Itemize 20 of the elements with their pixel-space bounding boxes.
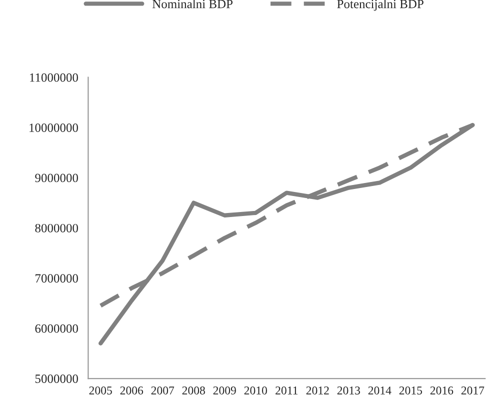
x-tick-label: 2015 <box>399 386 422 394</box>
x-tick-label: 2012 <box>306 386 329 394</box>
x-tick-label: 2011 <box>276 386 298 394</box>
y-tick-label: 6000000 <box>35 324 78 333</box>
y-tick-label: 11000000 <box>30 73 78 82</box>
y-tick-label: 10000000 <box>30 124 78 132</box>
x-tick-label: 2005 <box>89 386 112 394</box>
x-tick-label: 2009 <box>213 386 236 394</box>
x-tick-label: 2013 <box>337 386 360 394</box>
x-tick-label: 2007 <box>151 386 174 394</box>
y-tick-label: 9000000 <box>35 174 78 182</box>
x-tick-label: 2014 <box>368 386 392 394</box>
y-tick-label: 7000000 <box>36 274 78 283</box>
x-tick-label: 2006 <box>120 386 144 394</box>
y-tick-label: 8000000 <box>35 224 78 232</box>
x-tick-label: 2010 <box>244 386 267 394</box>
y-tick-label: 5000000 <box>35 374 78 383</box>
x-tick-label: 2016 <box>430 386 454 394</box>
x-tick-label: 2008 <box>182 386 205 394</box>
x-tick-label: 2017 <box>461 386 484 394</box>
